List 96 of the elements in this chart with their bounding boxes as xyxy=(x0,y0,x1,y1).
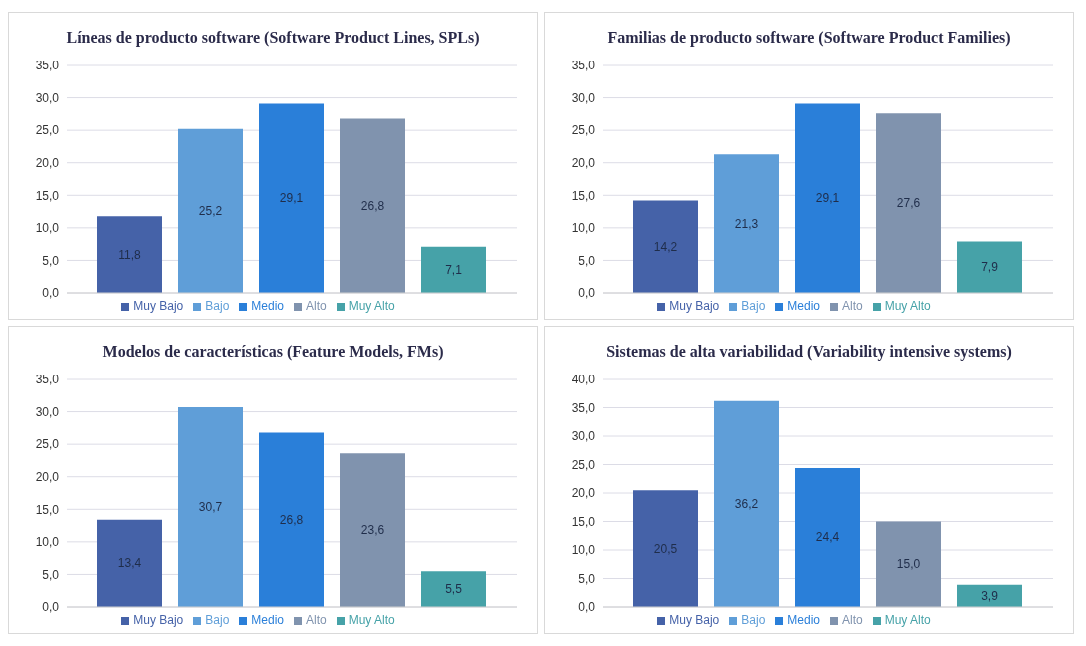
data-label: 29,1 xyxy=(279,191,304,206)
y-tick-label: 25,0 xyxy=(35,123,60,138)
legend-label: Muy Alto xyxy=(884,299,931,313)
bar xyxy=(795,103,860,293)
y-tick-label: 10,0 xyxy=(571,543,596,558)
bar xyxy=(340,453,405,607)
legend-label: Medio xyxy=(787,613,821,627)
data-label: 13,4 xyxy=(117,556,142,571)
bar xyxy=(714,154,779,293)
y-tick-label: 35,0 xyxy=(35,58,60,73)
y-tick-label: 0,0 xyxy=(42,600,60,615)
y-tick-label: 40,0 xyxy=(571,372,596,387)
y-tick-label: 15,0 xyxy=(35,502,60,517)
y-tick-label: 10,0 xyxy=(571,221,596,236)
y-tick-label: 20,0 xyxy=(571,486,596,501)
bar xyxy=(178,128,243,293)
bar xyxy=(178,407,243,607)
legend-label: Bajo xyxy=(205,299,230,313)
y-tick-label: 25,0 xyxy=(571,123,596,138)
y-tick-label: 35,0 xyxy=(571,58,596,73)
y-tick-label: 30,0 xyxy=(571,429,596,444)
data-label: 25,2 xyxy=(198,203,223,218)
y-tick-label: 20,0 xyxy=(571,155,596,170)
legend-label: Muy Bajo xyxy=(133,613,184,627)
legend-label: Bajo xyxy=(741,613,766,627)
y-tick-label: 5,0 xyxy=(578,571,596,586)
y-tick-label: 35,0 xyxy=(571,400,596,415)
y-tick-label: 10,0 xyxy=(35,535,60,550)
y-tick-label: 5,0 xyxy=(578,253,596,268)
data-label: 7,9 xyxy=(981,260,999,275)
bar xyxy=(421,246,486,293)
legend-label: Muy Bajo xyxy=(669,299,720,313)
legend-label: Alto xyxy=(306,299,327,313)
legend-label: Alto xyxy=(842,299,863,313)
data-label: 29,1 xyxy=(815,191,840,206)
data-label: 3,9 xyxy=(981,588,999,603)
bar xyxy=(714,400,779,607)
data-label: 24,4 xyxy=(815,530,840,545)
legend-label: Alto xyxy=(306,613,327,627)
legend-label: Medio xyxy=(251,299,285,313)
legend-label: Bajo xyxy=(741,299,766,313)
bar xyxy=(97,216,162,293)
data-label: 20,5 xyxy=(653,541,678,556)
y-tick-label: 0,0 xyxy=(42,286,60,301)
legend-label: Muy Alto xyxy=(348,299,395,313)
y-tick-label: 15,0 xyxy=(571,188,596,203)
chart-title: Modelos de características (Feature Models, FMs) xyxy=(102,342,444,360)
bar xyxy=(876,521,941,607)
y-tick-label: 30,0 xyxy=(35,404,60,419)
bar xyxy=(957,241,1022,293)
data-label: 15,0 xyxy=(896,557,921,572)
bar xyxy=(340,118,405,293)
legend-label: Alto xyxy=(842,613,863,627)
legend-label: Muy Alto xyxy=(884,613,931,627)
data-label: 30,7 xyxy=(198,500,223,515)
legend-label: Medio xyxy=(787,299,821,313)
bar xyxy=(795,467,860,607)
data-label: 21,3 xyxy=(734,216,759,231)
legend-label: Muy Alto xyxy=(348,613,395,627)
y-tick-label: 10,0 xyxy=(35,221,60,236)
chart-title: Familias de producto software (Software Product Families) xyxy=(607,28,1011,46)
bar xyxy=(421,571,486,607)
bar xyxy=(97,519,162,607)
legend-label: Medio xyxy=(251,613,285,627)
data-label: 26,8 xyxy=(360,198,385,213)
legend-label: Muy Bajo xyxy=(133,299,184,313)
y-tick-label: 30,0 xyxy=(571,90,596,105)
bar xyxy=(876,113,941,293)
y-tick-label: 0,0 xyxy=(578,286,596,301)
y-tick-label: 30,0 xyxy=(35,90,60,105)
y-tick-label: 15,0 xyxy=(571,514,596,529)
legend-label: Bajo xyxy=(205,613,230,627)
data-label: 14,2 xyxy=(653,239,678,254)
data-label: 27,6 xyxy=(896,196,921,211)
y-tick-label: 5,0 xyxy=(42,567,60,582)
y-tick-label: 25,0 xyxy=(571,457,596,472)
chart-title: Sistemas de alta variabilidad (Variability intensive systems) xyxy=(606,342,1012,360)
bar xyxy=(633,490,698,607)
y-tick-label: 35,0 xyxy=(35,372,60,387)
y-tick-label: 5,0 xyxy=(42,253,60,268)
data-label: 23,6 xyxy=(360,523,385,538)
bar xyxy=(259,432,324,607)
data-label: 11,8 xyxy=(118,247,142,262)
data-label: 5,5 xyxy=(445,582,463,597)
data-label: 26,8 xyxy=(279,512,304,527)
y-tick-label: 20,0 xyxy=(35,469,60,484)
bar xyxy=(259,103,324,293)
data-label: 7,1 xyxy=(445,262,463,277)
bar xyxy=(633,200,698,293)
data-label: 36,2 xyxy=(734,496,759,511)
legend-label: Muy Bajo xyxy=(669,613,720,627)
y-tick-label: 0,0 xyxy=(578,600,596,615)
y-tick-label: 25,0 xyxy=(35,437,60,452)
y-tick-label: 15,0 xyxy=(35,188,60,203)
y-tick-label: 20,0 xyxy=(35,155,60,170)
chart-title: Líneas de producto software (Software Product Lines, SPLs) xyxy=(66,28,480,46)
